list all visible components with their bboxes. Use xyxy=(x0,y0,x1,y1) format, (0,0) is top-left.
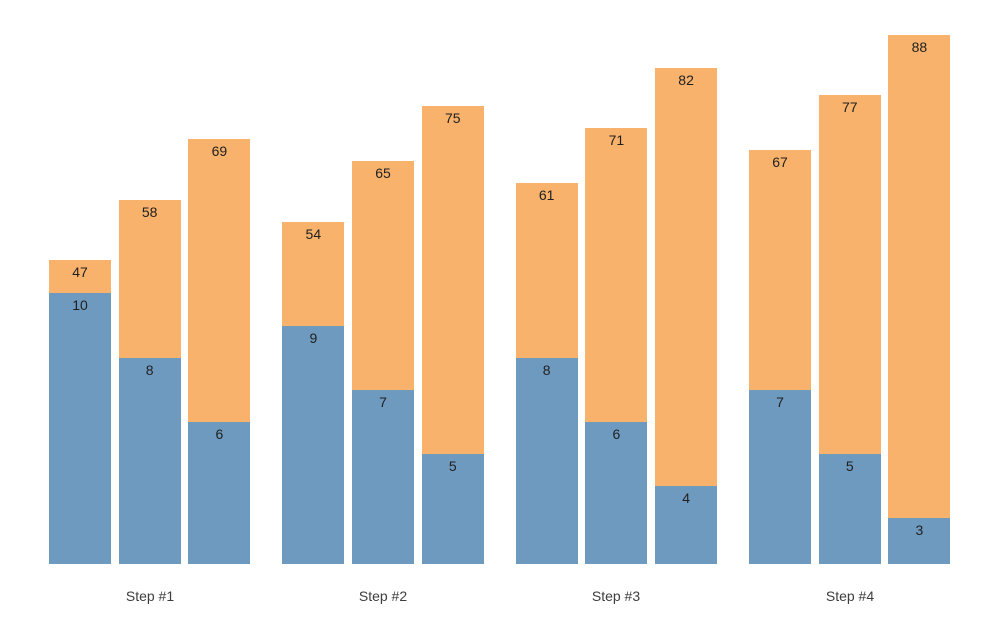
x-axis-label-step-3: Step #3 xyxy=(591,588,641,604)
bar: 54 9 xyxy=(282,221,345,564)
bar: 69 6 xyxy=(188,139,251,564)
bar-inner-value-label: 4 xyxy=(682,489,690,506)
bar-total-segment: 82 xyxy=(655,67,718,564)
bar-inner-segment: 8 xyxy=(515,357,578,564)
bar-inner-value-label: 5 xyxy=(448,457,457,474)
bar-total-value-label: 75 xyxy=(444,110,461,127)
bar: 71 6 xyxy=(585,128,648,564)
bar-total-segment: 88 xyxy=(888,34,951,564)
bar-inner-value-label: 8 xyxy=(145,361,154,378)
x-axis-label-step-4: Step #4 xyxy=(825,588,875,604)
bar-total-value-label: 71 xyxy=(608,132,625,149)
bar-inner-value-label: 6 xyxy=(612,425,621,442)
bar-inner-segment: 9 xyxy=(282,325,345,564)
bar-total-value-label: 82 xyxy=(678,71,694,88)
bar-inner-segment: 7 xyxy=(352,389,415,564)
bar: 65 7 xyxy=(352,161,415,564)
bar-total-value-label: 88 xyxy=(911,38,928,55)
bar-inner-value-label: 3 xyxy=(915,521,924,538)
bar-total-value-label: 47 xyxy=(72,263,88,280)
bar-total-value-label: 77 xyxy=(841,99,858,116)
bar-inner-segment: 6 xyxy=(585,421,648,564)
bar-total-value-label: 67 xyxy=(772,154,788,171)
bar: 77 5 xyxy=(818,95,881,564)
bar-inner-segment: 5 xyxy=(818,453,881,564)
bar-inner-segment: 8 xyxy=(118,357,181,564)
bar: 58 8 xyxy=(118,199,181,564)
bar-total-value-label: 54 xyxy=(305,225,322,242)
bar: 67 7 xyxy=(749,150,812,564)
bar-total-value-label: 69 xyxy=(211,143,228,160)
x-axis-label-step-1: Step #1 xyxy=(125,588,175,604)
x-axis-label-step-2: Step #2 xyxy=(358,588,408,604)
bar-inner-segment: 6 xyxy=(188,421,251,564)
bar-total-value-label: 58 xyxy=(141,203,158,220)
bar-inner-segment: 4 xyxy=(655,485,718,564)
bar-inner-segment: 10 xyxy=(49,293,111,564)
bar-inner-value-label: 9 xyxy=(309,329,318,346)
bar: 75 5 xyxy=(421,106,484,564)
bar-inner-segment: 3 xyxy=(888,517,951,564)
bar-inner-value-label: 10 xyxy=(72,297,88,314)
bar-inner-segment: 5 xyxy=(421,453,484,564)
bar-total-value-label: 65 xyxy=(375,165,391,182)
bar: 61 8 xyxy=(515,183,578,564)
bar: 88 3 xyxy=(888,34,951,564)
bar-inner-value-label: 7 xyxy=(776,393,784,410)
bar-inner-value-label: 5 xyxy=(845,457,854,474)
bar-inner-value-label: 6 xyxy=(215,425,224,442)
bar-inner-segment: 7 xyxy=(749,389,812,564)
bar-inner-value-label: 7 xyxy=(379,393,387,410)
bar-total-value-label: 61 xyxy=(538,187,555,204)
bar: 47 10 xyxy=(49,259,111,564)
bar-inner-value-label: 8 xyxy=(542,361,551,378)
bar: 82 4 xyxy=(655,67,718,564)
